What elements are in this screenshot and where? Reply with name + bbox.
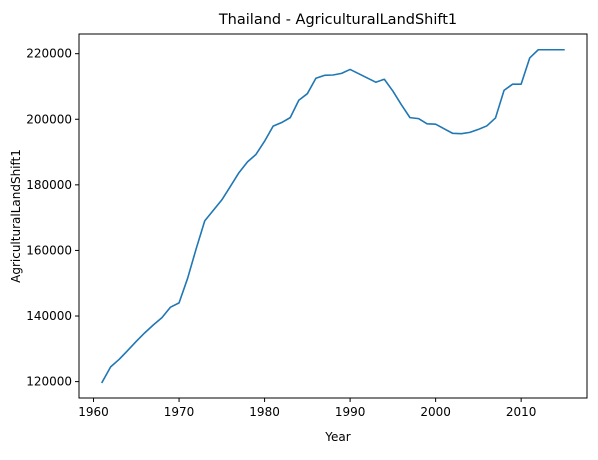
y-axis: 120000 140000 160000 180000 200000 220000: [26, 47, 79, 389]
x-axis: 1960 1970 1980 1990 2000 2010: [78, 398, 536, 419]
x-tick-label: 1990: [335, 405, 366, 419]
x-tick-label: 1960: [78, 405, 109, 419]
y-tick-label: 220000: [26, 47, 72, 61]
series-line-0: [101, 48, 565, 384]
plot-marks: [101, 48, 565, 384]
y-tick-label: 140000: [26, 309, 72, 323]
y-tick-label: 180000: [26, 178, 72, 192]
y-tick-label: 120000: [26, 375, 72, 389]
y-axis-label: AgriculturalLandShift1: [9, 149, 23, 283]
x-tick-label: 1970: [164, 405, 195, 419]
chart-title: Thailand - AgriculturalLandShift1: [218, 12, 457, 28]
x-tick-label: 2010: [506, 405, 537, 419]
y-tick-label: 200000: [26, 112, 72, 126]
x-tick-label: 1980: [249, 405, 280, 419]
x-axis-label: Year: [324, 430, 350, 444]
x-tick-label: 2000: [420, 405, 451, 419]
y-tick-label: 160000: [26, 243, 72, 257]
plot-frame: [78, 33, 588, 399]
